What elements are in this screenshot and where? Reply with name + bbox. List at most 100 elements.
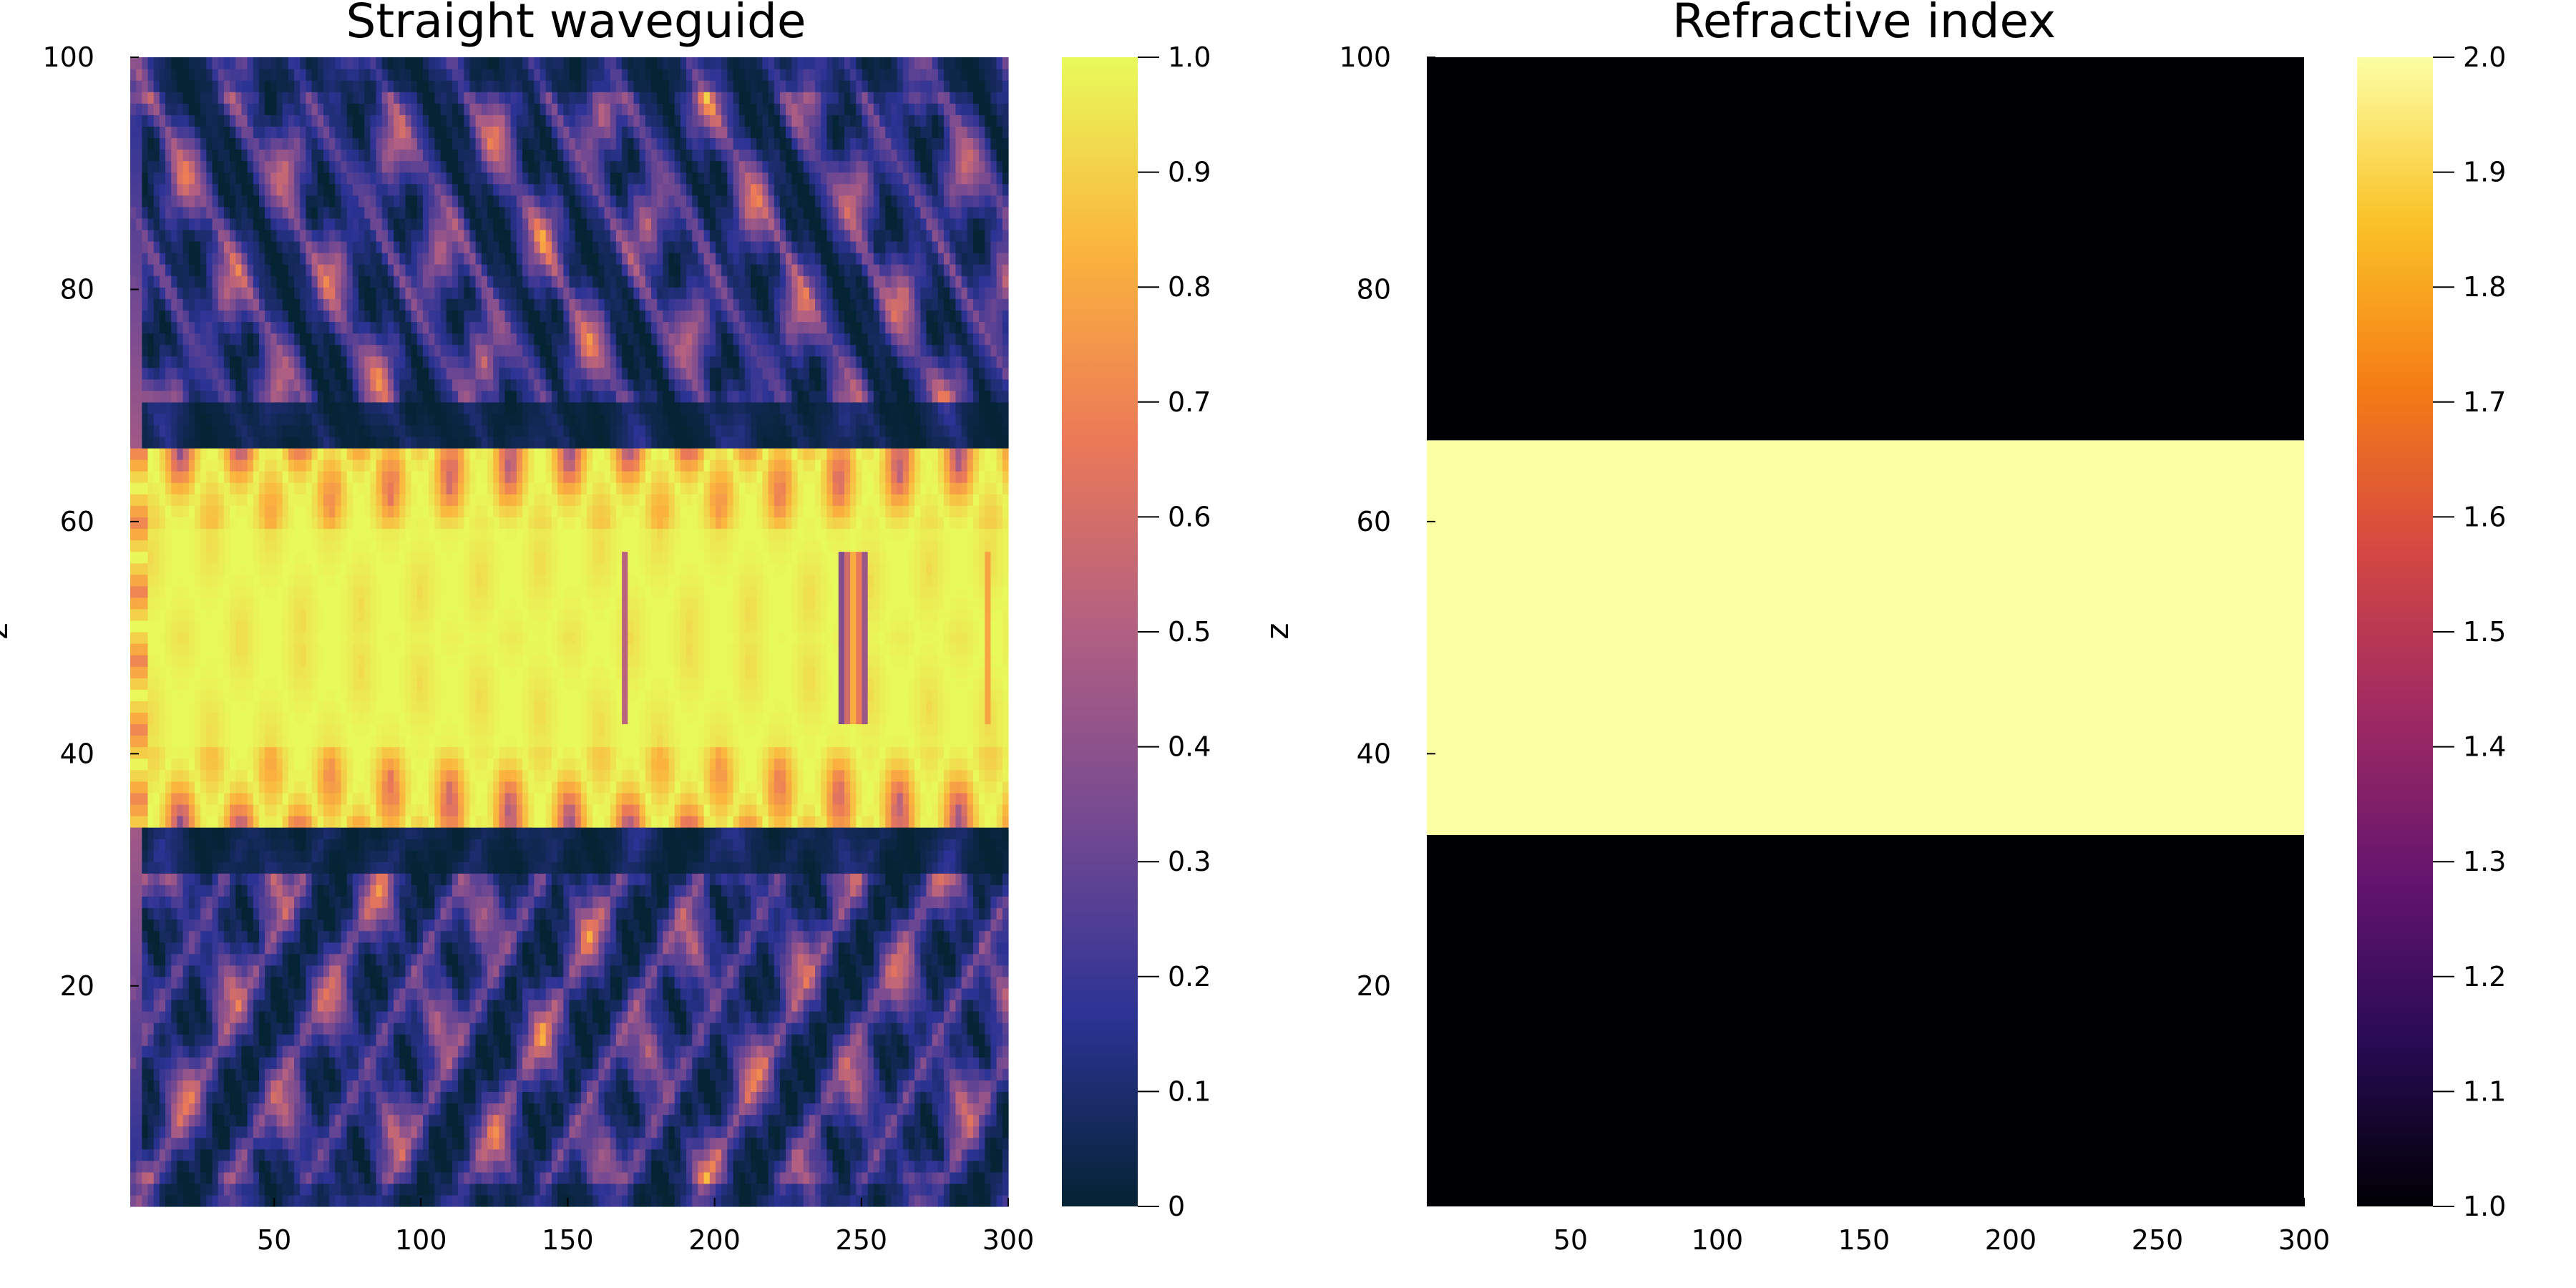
heatmap-cell <box>926 1126 933 1138</box>
heatmap-cell <box>188 873 195 885</box>
heatmap-cell <box>294 1068 301 1080</box>
heatmap-cell <box>587 987 593 1000</box>
heatmap-cell <box>522 1103 529 1116</box>
heatmap-cell <box>557 1114 564 1127</box>
heatmap-cell <box>258 884 265 897</box>
heatmap-cell <box>674 1010 681 1023</box>
heatmap-cell <box>423 896 429 909</box>
heatmap-cell <box>370 976 377 989</box>
heatmap-cell <box>235 850 243 862</box>
heatmap-cell <box>405 1160 412 1173</box>
heatmap-cell <box>440 1045 447 1058</box>
heatmap-cell <box>803 896 810 909</box>
heatmap-cell <box>762 976 769 989</box>
heatmap-cell <box>721 1034 728 1046</box>
heatmap-cell <box>352 873 359 885</box>
heatmap-cell <box>270 942 278 955</box>
heatmap-cell <box>891 1171 898 1184</box>
heatmap-cell <box>979 999 985 1012</box>
heatmap-cell <box>926 976 933 989</box>
heatmap-cell <box>522 1194 529 1207</box>
heatmap-cell <box>323 1114 330 1127</box>
heatmap-cell <box>832 976 839 989</box>
heatmap-cell <box>218 942 225 955</box>
heatmap-cell <box>920 1034 927 1046</box>
heatmap-cell <box>440 999 447 1012</box>
heatmap-cell <box>950 965 956 977</box>
heatmap-cell <box>551 884 558 897</box>
heatmap-cell <box>182 999 190 1012</box>
heatmap-cell <box>528 1057 535 1069</box>
heatmap-cell <box>159 999 166 1012</box>
heatmap-cell <box>832 1137 839 1150</box>
heatmap-cell <box>370 1034 377 1046</box>
heatmap-cell <box>394 976 400 989</box>
heatmap-cell <box>394 850 400 862</box>
heatmap-cell <box>768 1057 775 1069</box>
heatmap-cell <box>534 1103 541 1116</box>
heatmap-cell <box>622 839 628 851</box>
heatmap-cell <box>300 965 306 977</box>
heatmap-cell <box>510 930 517 943</box>
heatmap-cell <box>575 1091 582 1104</box>
heatmap-cell <box>545 1068 552 1080</box>
heatmap-cell <box>364 919 371 932</box>
heatmap-cell <box>692 930 699 943</box>
heatmap-cell <box>897 1057 904 1069</box>
heatmap-cell <box>985 896 992 909</box>
heatmap-cell <box>856 987 863 1000</box>
heatmap-cell <box>733 1045 740 1058</box>
heatmap-cell <box>446 953 453 966</box>
heatmap-cell <box>136 999 142 1012</box>
heatmap-cell <box>622 953 628 966</box>
heatmap-cell <box>381 999 389 1012</box>
heatmap-cell <box>797 1194 804 1207</box>
heatmap-cell <box>522 862 529 874</box>
heatmap-cell <box>873 862 880 874</box>
heatmap-cell <box>762 1068 769 1080</box>
heatmap-cell <box>932 987 939 1000</box>
heatmap-cell <box>615 1023 623 1035</box>
heatmap-cell <box>862 976 869 989</box>
heatmap-cell <box>381 1171 389 1184</box>
heatmap-cell <box>323 1057 330 1069</box>
heatmap-cell <box>779 1126 786 1138</box>
heatmap-cell <box>628 839 635 851</box>
heatmap-cell <box>416 873 424 885</box>
heatmap-cell <box>405 919 412 932</box>
heatmap-cell <box>733 873 740 885</box>
heatmap-cell <box>832 862 839 874</box>
heatmap-cell <box>891 907 898 920</box>
heatmap-cell <box>381 896 389 909</box>
heatmap-cell <box>311 965 318 977</box>
heatmap-cell <box>967 1137 974 1150</box>
heatmap-cell <box>247 896 254 909</box>
heatmap-cell <box>212 884 219 897</box>
heatmap-cell <box>394 999 400 1012</box>
heatmap-cell <box>282 1023 289 1035</box>
heatmap-cell <box>1002 1171 1009 1184</box>
heatmap-cell <box>944 987 950 1000</box>
heatmap-cell <box>370 850 377 862</box>
heatmap-cell <box>235 896 243 909</box>
heatmap-cell <box>821 965 828 977</box>
heatmap-cell <box>686 1080 693 1092</box>
heatmap-cell <box>230 987 236 1000</box>
heatmap-cell <box>668 942 675 955</box>
heatmap-cell <box>188 896 195 909</box>
heatmap-cell <box>738 987 746 1000</box>
heatmap-cell <box>908 1171 915 1184</box>
heatmap-cell <box>721 1137 728 1150</box>
heatmap-cell <box>610 999 617 1012</box>
heatmap-cell <box>950 1103 956 1116</box>
heatmap-cell <box>762 1148 769 1161</box>
heatmap-cell <box>628 1023 635 1035</box>
heatmap-cell <box>985 1171 992 1184</box>
heatmap-cell <box>346 1160 353 1173</box>
heatmap-cell <box>628 1183 635 1196</box>
heatmap-cell <box>786 942 792 955</box>
heatmap-cell <box>891 1103 898 1116</box>
heatmap-cell <box>791 1057 799 1069</box>
heatmap-cell <box>821 1194 828 1207</box>
heatmap-cell <box>545 1091 552 1104</box>
